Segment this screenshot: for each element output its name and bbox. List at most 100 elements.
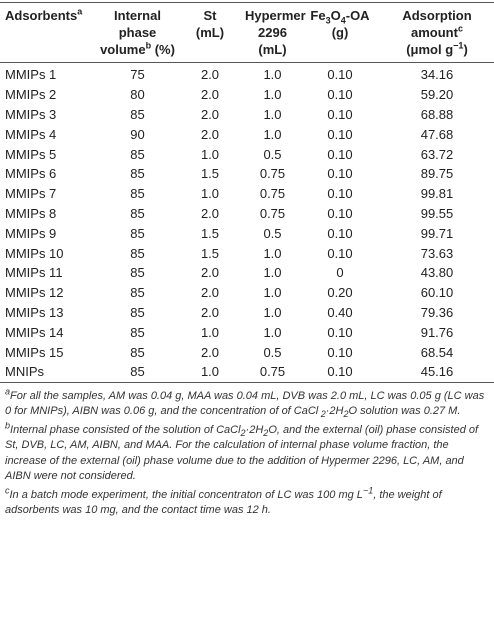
cell: MMIPs 9	[5, 225, 57, 241]
cell: 1.0	[263, 304, 282, 320]
column-header: St (mL)	[175, 2, 245, 63]
cell: 1.0	[263, 324, 282, 340]
superscript: b	[145, 40, 152, 51]
cell: 99.55	[420, 205, 454, 221]
cell: 60.10	[420, 285, 454, 301]
cell: 0.10	[327, 205, 353, 221]
header-line: Adsorption	[380, 7, 494, 24]
cell: 0.10	[327, 364, 353, 380]
subscript: 4	[340, 15, 346, 26]
cell: MMIPs 2	[5, 87, 57, 103]
cell: MMIPs 6	[5, 166, 57, 182]
table-row: MMIPs 4 90 2.0 1.0 0.10 47.68	[0, 124, 494, 144]
cell: 99.81	[420, 186, 454, 202]
table-row: MMIPs 8 85 2.0 0.75 0.10 99.55	[0, 204, 494, 224]
cell: 0.40	[327, 304, 353, 320]
cell: MMIPs 1	[5, 67, 57, 83]
column-header: Hypermer 2296 (mL)	[245, 2, 306, 63]
text: Hypermer	[245, 8, 306, 23]
cell: 0.10	[327, 245, 353, 261]
cell: 0	[336, 265, 344, 281]
cell: MMIPs 11	[5, 265, 63, 281]
cell: 63.72	[420, 146, 454, 162]
subscript: 2	[240, 427, 246, 438]
cell: 0.10	[327, 146, 353, 162]
table-row: MNIPs 85 1.0 0.75 0.10 45.16	[0, 362, 494, 382]
text: In a batch mode experiment, the initial …	[9, 488, 363, 501]
cell: 85	[130, 364, 145, 380]
cell: 99.71	[420, 225, 454, 241]
cell: 45.16	[420, 364, 454, 380]
text: O	[330, 8, 341, 23]
footnote: cIn a batch mode experiment, the initial…	[5, 485, 489, 519]
cell: 85	[130, 245, 145, 261]
header-line: Hypermer	[245, 7, 306, 24]
cell: 0.10	[327, 225, 353, 241]
cell: 85	[130, 225, 145, 241]
cell: 0.10	[327, 106, 353, 122]
text: ·2H	[325, 405, 344, 418]
text: O solution was 0.27 M.	[348, 405, 461, 418]
table-row: MMIPs 3 85 2.0 1.0 0.10 68.88	[0, 105, 494, 125]
text: volume	[100, 42, 146, 57]
text: ·2H	[245, 423, 264, 436]
cell: 85	[130, 324, 145, 340]
cell: MMIPs 4	[5, 126, 57, 142]
cell: 90	[130, 126, 145, 142]
header-line: phase	[100, 24, 175, 41]
cell: 68.54	[420, 344, 454, 360]
cell: 2.0	[200, 126, 220, 142]
table-row: MMIPs 5 85 1.0 0.5 0.10 63.72	[0, 144, 494, 164]
text: Internal	[114, 8, 161, 23]
text: Internal phase consisted of the solution…	[10, 423, 241, 436]
cell: 79.36	[420, 304, 454, 320]
cell: 1.5	[200, 166, 220, 182]
cell: 0.5	[263, 146, 282, 162]
text: 2296	[258, 25, 287, 40]
header-line: (mL)	[245, 41, 300, 58]
header-line: 2296	[245, 24, 300, 41]
table-row: MMIPs 12 85 2.0 1.0 0.20 60.10	[0, 283, 494, 303]
text: (%)	[151, 42, 175, 57]
text: (g)	[331, 25, 349, 40]
cell: 0.10	[327, 324, 353, 340]
header-line: (g)	[300, 24, 380, 41]
text: St	[203, 8, 217, 23]
cell: MMIPs 15	[5, 344, 64, 360]
text: For all the samples, AM was 0.04 g, MAA …	[5, 389, 485, 418]
subscript: 2	[263, 427, 269, 438]
subscript: 2	[318, 409, 326, 420]
table-row: MMIPs 15 85 2.0 0.5 0.10 68.54	[0, 342, 494, 362]
text: phase	[118, 25, 157, 40]
table-row: MMIPs 10 85 1.5 1.0 0.10 73.63	[0, 243, 494, 263]
superscript: c	[5, 485, 10, 496]
cell: 2.0	[200, 304, 220, 320]
footnote: bInternal phase consisted of the solutio…	[5, 421, 489, 485]
cell: 2.0	[200, 106, 220, 122]
cell: 0.5	[263, 225, 282, 241]
text: -OA	[345, 8, 370, 23]
cell: 1.5	[200, 245, 220, 261]
text: (μmol g	[406, 42, 454, 57]
text: (mL)	[258, 42, 287, 57]
cell: 0.10	[327, 67, 353, 83]
header-line: Fe3O4-OA	[300, 7, 380, 26]
cell: 59.20	[420, 87, 454, 103]
text: Fe	[310, 8, 326, 23]
header-line: volumeb (%)	[100, 41, 175, 58]
cell: 0.10	[327, 344, 353, 360]
cell: 0.75	[259, 166, 286, 182]
cell: 85	[130, 304, 145, 320]
cell: 47.68	[420, 126, 454, 142]
text: O, and the external (oil) phase consiste…	[5, 423, 479, 483]
column-header: Internal phase volumeb (%)	[100, 2, 175, 63]
table-row: MMIPs 7 85 1.0 0.75 0.10 99.81	[0, 184, 494, 204]
data-table: Adsorbentsa Internal phase volumeb (%) St (mL…	[0, 2, 494, 383]
column-header: Adsorbentsa	[0, 2, 100, 63]
cell: 89.75	[420, 166, 454, 182]
footnotes: aFor all the samples, AM was 0.04 g, MAA…	[0, 383, 494, 519]
cell: 85	[130, 146, 145, 162]
header-line: Adsorbentsa	[5, 7, 100, 24]
cell: 85	[130, 186, 145, 202]
